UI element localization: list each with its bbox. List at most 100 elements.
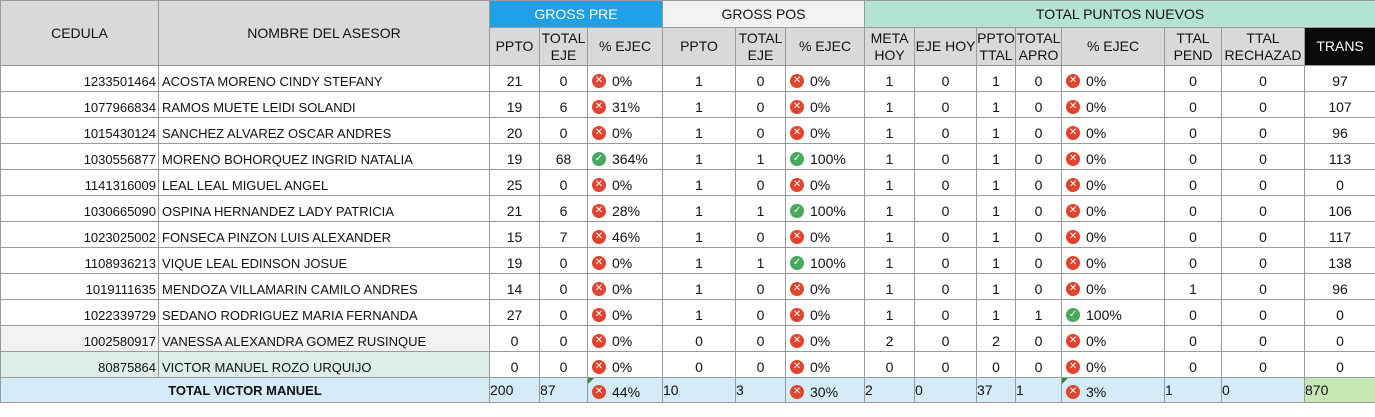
pre-ejec-cell[interactable]: ✕ 46% <box>586 221 664 248</box>
total-apro-cell[interactable]: 0 <box>1015 195 1063 222</box>
header-gross-pos[interactable]: GROSS POS <box>662 0 866 28</box>
pre-eje-cell[interactable]: 0 <box>539 325 588 352</box>
total-pos-eje[interactable]: 3 <box>735 377 787 403</box>
ppto-ttal-cell[interactable]: 1 <box>976 247 1017 274</box>
pos-eje-cell[interactable]: 0 <box>735 65 787 92</box>
pre-ppto-cell[interactable]: 20 <box>489 117 540 144</box>
pos-ejec-cell[interactable]: ✕ 0% <box>785 91 866 118</box>
meta-hoy-cell[interactable]: 1 <box>864 221 916 248</box>
pre-ppto-cell[interactable]: 19 <box>489 91 540 118</box>
ppto-ttal-cell[interactable]: 1 <box>976 221 1017 248</box>
eje-hoy-cell[interactable]: 0 <box>914 65 978 92</box>
tot-ejec-cell[interactable]: ✕ 0% <box>1061 247 1166 274</box>
pos-ejec-cell[interactable]: ✓ 100% <box>785 143 866 170</box>
header-trans[interactable]: TRANS <box>1304 27 1375 66</box>
pre-eje-cell[interactable]: 7 <box>539 221 588 248</box>
total-total-apro[interactable]: 1 <box>1015 377 1063 403</box>
nombre-cell[interactable]: FONSECA PINZON LUIS ALEXANDER <box>158 221 490 248</box>
header-nombre[interactable]: NOMBRE DEL ASESOR <box>158 0 490 66</box>
eje-hoy-cell[interactable]: 0 <box>914 169 978 196</box>
eje-hoy-cell[interactable]: 0 <box>914 143 978 170</box>
pre-ppto-cell[interactable]: 21 <box>489 65 540 92</box>
pos-ejec-cell[interactable]: ✕ 0% <box>785 325 866 352</box>
pre-ppto-cell[interactable]: 0 <box>489 325 540 352</box>
meta-hoy-cell[interactable]: 1 <box>864 247 916 274</box>
ttal-rechazad-cell[interactable]: 0 <box>1221 169 1306 196</box>
header-pos-ejec[interactable]: % EJEC <box>785 27 866 66</box>
cedula-cell[interactable]: 1019111635 <box>0 273 159 300</box>
ppto-ttal-cell[interactable]: 1 <box>976 91 1017 118</box>
pos-ejec-cell[interactable]: ✓ 100% <box>785 195 866 222</box>
pre-eje-cell[interactable]: 0 <box>539 65 588 92</box>
pre-eje-cell[interactable]: 0 <box>539 351 588 378</box>
pos-ppto-cell[interactable]: 1 <box>662 91 737 118</box>
trans-cell[interactable]: 0 <box>1304 351 1375 378</box>
total-trans[interactable]: 870 <box>1304 377 1375 403</box>
ppto-ttal-cell[interactable]: 1 <box>976 169 1017 196</box>
header-gross-pre[interactable]: GROSS PRE <box>488 0 664 28</box>
ttal-rechazad-cell[interactable]: 0 <box>1221 325 1306 352</box>
pos-eje-cell[interactable]: 0 <box>735 325 787 352</box>
ttal-rechazad-cell[interactable]: 0 <box>1221 117 1306 144</box>
pre-eje-cell[interactable]: 0 <box>539 299 588 326</box>
header-tot-ejec[interactable]: % EJEC <box>1061 27 1166 66</box>
nombre-cell[interactable]: VICTOR MANUEL ROZO URQUIJO <box>158 351 490 378</box>
trans-cell[interactable]: 106 <box>1304 195 1375 222</box>
meta-hoy-cell[interactable]: 1 <box>864 195 916 222</box>
pos-ppto-cell[interactable]: 1 <box>662 143 737 170</box>
eje-hoy-cell[interactable]: 0 <box>914 91 978 118</box>
pos-eje-cell[interactable]: 0 <box>735 299 787 326</box>
tot-ejec-cell[interactable]: ✕ 0% <box>1061 221 1166 248</box>
pre-ejec-cell[interactable]: ✕ 0% <box>586 325 664 352</box>
total-tot-ejec[interactable]: ✕ 3% <box>1061 377 1166 403</box>
tot-ejec-cell[interactable]: ✕ 0% <box>1061 273 1166 300</box>
ttal-rechazad-cell[interactable]: 0 <box>1221 143 1306 170</box>
pos-eje-cell[interactable]: 0 <box>735 91 787 118</box>
nombre-cell[interactable]: VIQUE LEAL EDINSON JOSUE <box>158 247 490 274</box>
ttal-pend-cell[interactable]: 0 <box>1164 65 1223 92</box>
pos-ejec-cell[interactable]: ✕ 0% <box>785 65 866 92</box>
ttal-pend-cell[interactable]: 0 <box>1164 143 1223 170</box>
pre-eje-cell[interactable]: 6 <box>539 91 588 118</box>
ttal-rechazad-cell[interactable]: 0 <box>1221 247 1306 274</box>
pre-eje-cell[interactable]: 0 <box>539 117 588 144</box>
total-apro-cell[interactable]: 0 <box>1015 221 1063 248</box>
eje-hoy-cell[interactable]: 0 <box>914 299 978 326</box>
trans-cell[interactable]: 96 <box>1304 117 1375 144</box>
header-pos-ppto[interactable]: PPTO <box>662 27 737 66</box>
pre-eje-cell[interactable]: 0 <box>539 169 588 196</box>
pre-ppto-cell[interactable]: 25 <box>489 169 540 196</box>
tot-ejec-cell[interactable]: ✕ 0% <box>1061 143 1166 170</box>
pre-ppto-cell[interactable]: 15 <box>489 221 540 248</box>
total-apro-cell[interactable]: 0 <box>1015 247 1063 274</box>
ppto-ttal-cell[interactable]: 2 <box>976 325 1017 352</box>
pos-eje-cell[interactable]: 0 <box>735 351 787 378</box>
header-ttal-rechazad[interactable]: TTAL RECHAZAD <box>1221 27 1306 66</box>
cedula-cell[interactable]: 1108936213 <box>0 247 159 274</box>
total-apro-cell[interactable]: 0 <box>1015 117 1063 144</box>
pre-ejec-cell[interactable]: ✕ 0% <box>586 299 664 326</box>
trans-cell[interactable]: 113 <box>1304 143 1375 170</box>
header-pos-total-eje[interactable]: TOTAL EJE <box>735 27 787 66</box>
trans-cell[interactable]: 138 <box>1304 247 1375 274</box>
pos-ppto-cell[interactable]: 1 <box>662 273 737 300</box>
nombre-cell[interactable]: LEAL LEAL MIGUEL ANGEL <box>158 169 490 196</box>
tot-ejec-cell[interactable]: ✕ 0% <box>1061 91 1166 118</box>
pos-ejec-cell[interactable]: ✕ 0% <box>785 299 866 326</box>
pos-ejec-cell[interactable]: ✕ 0% <box>785 117 866 144</box>
pos-eje-cell[interactable]: 1 <box>735 143 787 170</box>
header-eje-hoy[interactable]: EJE HOY <box>914 27 978 66</box>
ttal-rechazad-cell[interactable]: 0 <box>1221 91 1306 118</box>
meta-hoy-cell[interactable]: 1 <box>864 169 916 196</box>
total-pre-eje[interactable]: 87 <box>539 377 588 403</box>
header-meta-hoy[interactable]: META HOY <box>864 27 916 66</box>
nombre-cell[interactable]: MORENO BOHORQUEZ INGRID NATALIA <box>158 143 490 170</box>
pos-ejec-cell[interactable]: ✕ 0% <box>785 273 866 300</box>
total-pos-ejec[interactable]: ✕ 30% <box>785 377 866 403</box>
ttal-pend-cell[interactable]: 0 <box>1164 195 1223 222</box>
total-apro-cell[interactable]: 0 <box>1015 273 1063 300</box>
eje-hoy-cell[interactable]: 0 <box>914 221 978 248</box>
ppto-ttal-cell[interactable]: 1 <box>976 143 1017 170</box>
eje-hoy-cell[interactable]: 0 <box>914 325 978 352</box>
pos-ejec-cell[interactable]: ✓ 100% <box>785 247 866 274</box>
